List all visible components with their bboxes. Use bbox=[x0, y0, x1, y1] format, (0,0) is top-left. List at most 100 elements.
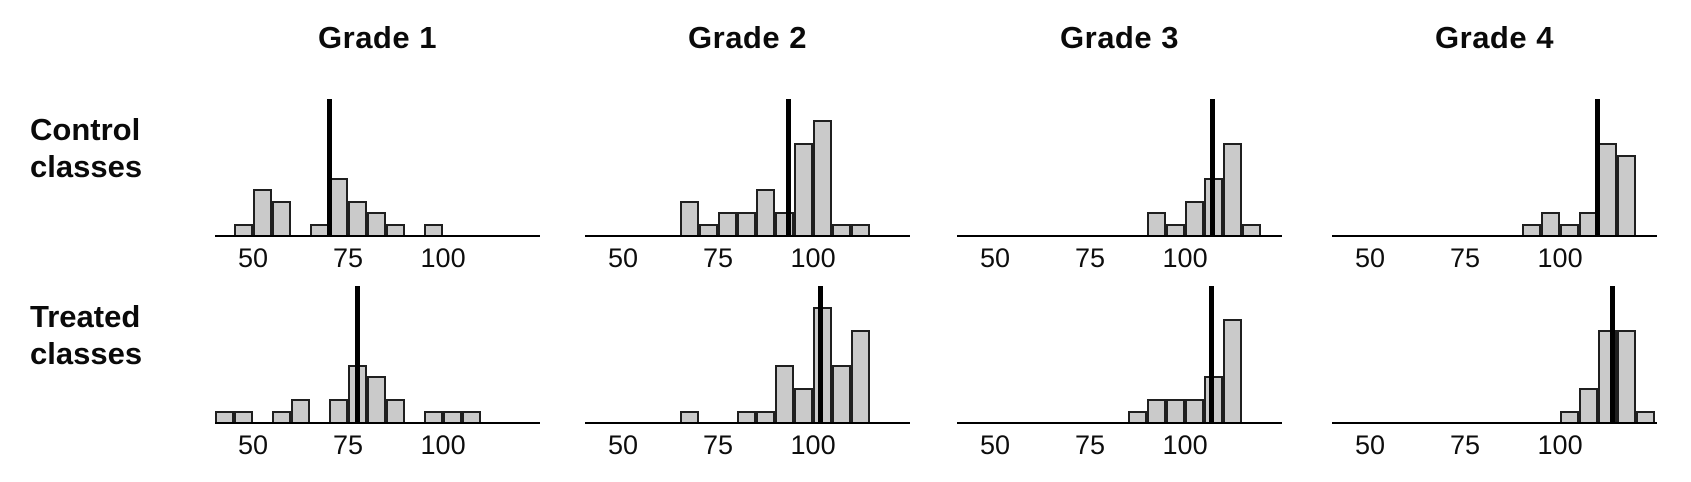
column-title-grade-2: Grade 2 bbox=[688, 20, 807, 55]
column-title-grade-4: Grade 4 bbox=[1435, 20, 1554, 55]
histogram-bar bbox=[1579, 387, 1599, 422]
histogram-bar bbox=[348, 200, 368, 235]
histogram-bar bbox=[291, 399, 311, 422]
histogram-bar bbox=[1598, 143, 1618, 235]
column-title-grade-3: Grade 3 bbox=[1060, 20, 1179, 55]
histogram-bar bbox=[1147, 212, 1167, 235]
histogram-bar bbox=[832, 364, 852, 422]
mean-line bbox=[1209, 286, 1215, 424]
x-tick-label: 50 bbox=[237, 430, 269, 460]
x-tick-label: 75 bbox=[703, 430, 734, 460]
histogram-bar bbox=[832, 223, 852, 235]
x-tick-label: 100 bbox=[1537, 430, 1583, 460]
mean-line bbox=[326, 99, 332, 237]
x-tick-label: 50 bbox=[1354, 430, 1386, 460]
x-tick-label: 75 bbox=[333, 243, 364, 273]
histogram-bar bbox=[1223, 318, 1243, 422]
x-tick-label: 50 bbox=[607, 430, 639, 460]
histogram-bar bbox=[680, 410, 700, 422]
mean-line bbox=[785, 99, 791, 237]
x-tick-label: 100 bbox=[790, 430, 836, 460]
histogram-bar bbox=[699, 223, 719, 235]
histogram-bar bbox=[272, 200, 292, 235]
histogram-bar bbox=[1128, 410, 1148, 422]
histogram-bar bbox=[367, 376, 387, 422]
histogram-bar bbox=[234, 410, 253, 422]
histogram-bar bbox=[1147, 399, 1167, 422]
row-label-treated-classes: Treated classes bbox=[30, 299, 143, 371]
histogram-bar bbox=[1242, 223, 1262, 235]
histogram-bar bbox=[1617, 154, 1637, 235]
histogram-bar bbox=[1636, 410, 1656, 422]
histogram-bar bbox=[775, 364, 795, 422]
x-tick-label: 50 bbox=[607, 243, 639, 273]
x-tick-label: 75 bbox=[703, 243, 734, 273]
histogram-bar bbox=[680, 200, 700, 235]
histogram-bar bbox=[813, 120, 833, 235]
histogram-bar bbox=[1560, 410, 1580, 422]
x-tick-label: 100 bbox=[420, 243, 466, 273]
histogram-bar bbox=[737, 410, 757, 422]
histogram-bar bbox=[737, 212, 757, 235]
histogram-panel-control-grade-2: 50 75 100 bbox=[585, 85, 910, 273]
histogram-bar bbox=[794, 143, 814, 235]
x-tick-label: 75 bbox=[1075, 430, 1106, 460]
x-tick-label: 100 bbox=[1537, 243, 1583, 273]
mean-line bbox=[818, 286, 824, 424]
mean-line bbox=[1610, 286, 1616, 424]
x-tick-label: 75 bbox=[1450, 430, 1481, 460]
histogram-bar bbox=[851, 330, 871, 422]
row-label-control-classes: Control classes bbox=[30, 112, 143, 184]
histogram-bar bbox=[272, 410, 292, 422]
histogram-bar bbox=[851, 223, 871, 235]
histogram-bar bbox=[329, 399, 349, 422]
histogram-panel-treated-grade-3: 50 75 100 bbox=[957, 272, 1282, 460]
x-tick-label: 75 bbox=[1450, 243, 1481, 273]
histogram-bar bbox=[1166, 399, 1186, 422]
histogram-bar bbox=[794, 387, 814, 422]
x-tick-label: 100 bbox=[790, 243, 836, 273]
x-tick-label: 50 bbox=[979, 430, 1011, 460]
histogram-panel-treated-grade-2: 50 75 100 bbox=[585, 272, 910, 460]
histogram-bar bbox=[386, 223, 406, 235]
mean-line bbox=[1594, 99, 1600, 237]
histogram-bar bbox=[253, 189, 272, 235]
x-tick-label: 50 bbox=[979, 243, 1011, 273]
histogram-bar bbox=[756, 189, 776, 235]
histogram-panel-control-grade-3: 50 75 100 bbox=[957, 85, 1282, 273]
x-tick-label: 75 bbox=[333, 430, 364, 460]
x-tick-label: 50 bbox=[237, 243, 269, 273]
histogram-bar bbox=[756, 410, 776, 422]
x-tick-label: 75 bbox=[1075, 243, 1106, 273]
histogram-bar bbox=[234, 223, 253, 235]
histogram-bar bbox=[386, 399, 406, 422]
histogram-bar bbox=[1166, 223, 1186, 235]
histogram-bar bbox=[367, 212, 387, 235]
histogram-bar bbox=[775, 212, 795, 235]
histogram-bar bbox=[718, 212, 738, 235]
histogram-bar bbox=[1560, 223, 1580, 235]
histogram-bar bbox=[462, 410, 482, 422]
histogram-bar bbox=[1541, 212, 1561, 235]
mean-line bbox=[1209, 99, 1215, 237]
histogram-bar bbox=[424, 410, 444, 422]
column-title-grade-1: Grade 1 bbox=[318, 20, 437, 55]
histogram-bar bbox=[215, 410, 234, 422]
x-tick-label: 100 bbox=[420, 430, 466, 460]
x-tick-label: 100 bbox=[1162, 243, 1208, 273]
histogram-bar bbox=[1185, 200, 1205, 235]
histogram-panel-control-grade-1: 50 75 100 bbox=[215, 85, 540, 273]
histogram-bar bbox=[1185, 399, 1205, 422]
histogram-bar bbox=[1223, 143, 1243, 235]
histogram-bar bbox=[1617, 330, 1637, 422]
x-tick-label: 50 bbox=[1354, 243, 1386, 273]
histogram-panel-treated-grade-1: 50 75 100 bbox=[215, 272, 540, 460]
mean-line bbox=[355, 286, 361, 424]
x-tick-label: 100 bbox=[1162, 430, 1208, 460]
histogram-panel-treated-grade-4: 50 75 100 bbox=[1332, 272, 1657, 460]
histogram-bar bbox=[443, 410, 463, 422]
histogram-panel-control-grade-4: 50 75 100 bbox=[1332, 85, 1657, 273]
histogram-bar bbox=[424, 223, 444, 235]
histogram-bar bbox=[1522, 223, 1542, 235]
